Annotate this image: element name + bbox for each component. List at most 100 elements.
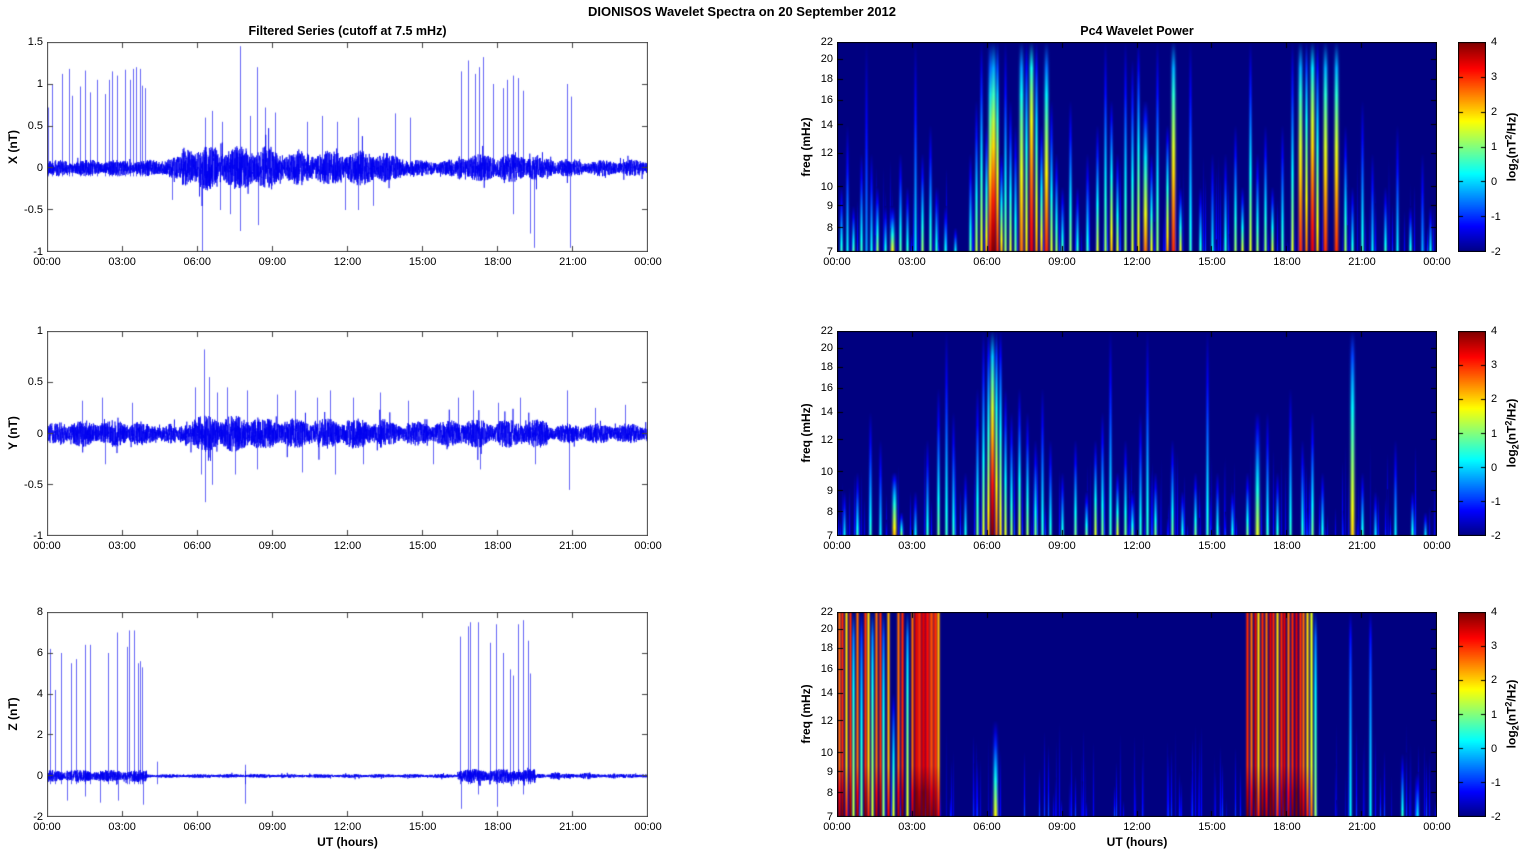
x-tick-label: 06:00 (973, 256, 1001, 268)
x-tick-label: 09:00 (258, 821, 287, 833)
x-tick-label: 12:00 (1123, 256, 1151, 268)
freq-tick-label: 18 (820, 72, 833, 85)
colorbar-top (1458, 42, 1486, 252)
freq-tick-label: 7 (826, 811, 833, 823)
y-tick-label: 1.5 (27, 36, 43, 48)
colorbar-tick-label: 2 (1491, 674, 1498, 687)
colorbar-tick-label: -1 (1491, 211, 1501, 223)
y-wavelet-spectrogram (837, 331, 1437, 536)
freq-tick-label: 8 (826, 221, 833, 234)
z-series-plot (47, 612, 648, 817)
freq-tick-label: 7 (826, 530, 833, 542)
x-tick-label: 18:00 (483, 821, 512, 833)
x-tick-label: 12:00 (1123, 821, 1151, 833)
colorbar-tick-label: 4 (1491, 606, 1498, 618)
colorbar-tick-label: 3 (1491, 71, 1498, 83)
x-tick-label: 00:00 (1423, 821, 1451, 833)
colorbar-tick-label: 3 (1491, 359, 1498, 372)
colorbar-tick-label: 4 (1491, 325, 1498, 337)
x-tick-label: 03:00 (108, 821, 136, 833)
freq-tick-label: 7 (826, 246, 833, 258)
freq-tick-label: 12 (820, 433, 833, 446)
x-tick-label: 03:00 (108, 540, 136, 552)
colorbar-middle (1458, 331, 1486, 536)
x-tick-label: 00:00 (823, 256, 851, 268)
colorbar-tick-label: 2 (1491, 393, 1498, 406)
y-axis-label-z: Z (nT) (6, 697, 20, 731)
x-tick-label: 12:00 (333, 821, 362, 833)
colorbar-tick-label: -1 (1491, 776, 1501, 789)
x-tick-label: 12:00 (333, 540, 362, 552)
x-tick-label: 15:00 (1198, 540, 1226, 552)
colorbar-label-superscript: 2 (1503, 420, 1514, 426)
freq-tick-label: 12 (820, 714, 833, 727)
freq-tick-label: 22 (820, 606, 833, 618)
colorbar-tick-label: -2 (1491, 530, 1501, 542)
colorbar-tick-label: -2 (1491, 246, 1501, 258)
freq-tick-label: 12 (820, 147, 833, 160)
colorbar-label-superscript: 2 (1503, 701, 1514, 707)
freq-tick-label: 16 (820, 382, 833, 394)
x-tick-label: 15:00 (408, 256, 437, 268)
z-wavelet-spectrogram (837, 612, 1437, 817)
y-tick-label: -2 (33, 811, 43, 823)
colorbar-tick-label: 0 (1491, 461, 1498, 474)
colorbar-tick-label: 1 (1491, 427, 1498, 440)
colorbar-tick-label: -2 (1491, 811, 1501, 823)
y-tick-label: -0.5 (24, 204, 43, 216)
y-tick-label: -1 (33, 530, 43, 542)
freq-tick-label: 16 (820, 663, 833, 675)
x-tick-label: 15:00 (1198, 821, 1226, 833)
x-tick-label: 09:00 (1048, 540, 1076, 552)
colorbar-tick-label: 1 (1491, 141, 1498, 153)
colorbar-label-superscript: 2 (1503, 134, 1514, 140)
freq-tick-label: 10 (820, 180, 833, 193)
freq-tick-label: 20 (820, 342, 833, 355)
y-tick-label: 0.5 (27, 376, 43, 389)
colorbar-tick-label: 0 (1491, 176, 1498, 188)
freq-tick-label: 20 (820, 53, 833, 66)
x-tick-label: 03:00 (898, 256, 926, 268)
x-wavelet-spectrogram (837, 42, 1437, 252)
freq-tick-label: 14 (820, 686, 833, 699)
x-tick-label: 09:00 (1048, 821, 1076, 833)
x-tick-label: 03:00 (898, 540, 926, 552)
y-tick-label: -1 (33, 246, 43, 258)
y-tick-label: -0.5 (24, 478, 43, 491)
freq-tick-label: 14 (820, 118, 833, 131)
x-tick-label: 21:00 (559, 256, 587, 268)
x-tick-label: 21:00 (1348, 540, 1376, 552)
x-tick-label: 09:00 (258, 540, 287, 552)
x-tick-label: 06:00 (183, 821, 212, 833)
x-tick-label: 15:00 (408, 821, 437, 833)
freq-tick-label: 8 (826, 506, 833, 519)
colorbar-bottom (1458, 612, 1486, 817)
x-tick-label: 18:00 (483, 256, 512, 268)
y-tick-label: 0.5 (27, 120, 43, 132)
x-tick-label: 18:00 (1273, 821, 1301, 833)
colorbar-tick-label: 2 (1491, 106, 1498, 118)
x-series-plot (47, 42, 648, 252)
x-tick-label: 00:00 (634, 540, 662, 552)
colorbar-tick-label: 4 (1491, 36, 1498, 48)
colorbar-label-subscript: 2 (1510, 725, 1521, 731)
x-tick-label: 00:00 (634, 821, 662, 833)
freq-tick-label: 18 (820, 641, 833, 654)
x-tick-label: 00:00 (634, 256, 662, 268)
right-column-title: Pc4 Wavelet Power (1080, 24, 1194, 38)
x-tick-label: 12:00 (333, 256, 362, 268)
colorbar-tick-label: 3 (1491, 640, 1498, 653)
left-column-title: Filtered Series (cutoff at 7.5 mHz) (248, 24, 447, 38)
x-tick-label: 15:00 (408, 540, 437, 552)
x-axis-label-left: UT (hours) (317, 835, 378, 849)
colorbar-label-subscript: 2 (1510, 444, 1521, 450)
x-tick-label: 06:00 (183, 256, 212, 268)
x-tick-label: 18:00 (1273, 256, 1301, 268)
x-tick-label: 06:00 (183, 540, 212, 552)
freq-tick-label: 22 (820, 325, 833, 337)
y-tick-label: 6 (36, 647, 43, 659)
y-tick-label: 2 (36, 729, 43, 741)
y-tick-label: 0 (36, 162, 43, 174)
y-tick-label: 1 (36, 325, 43, 337)
